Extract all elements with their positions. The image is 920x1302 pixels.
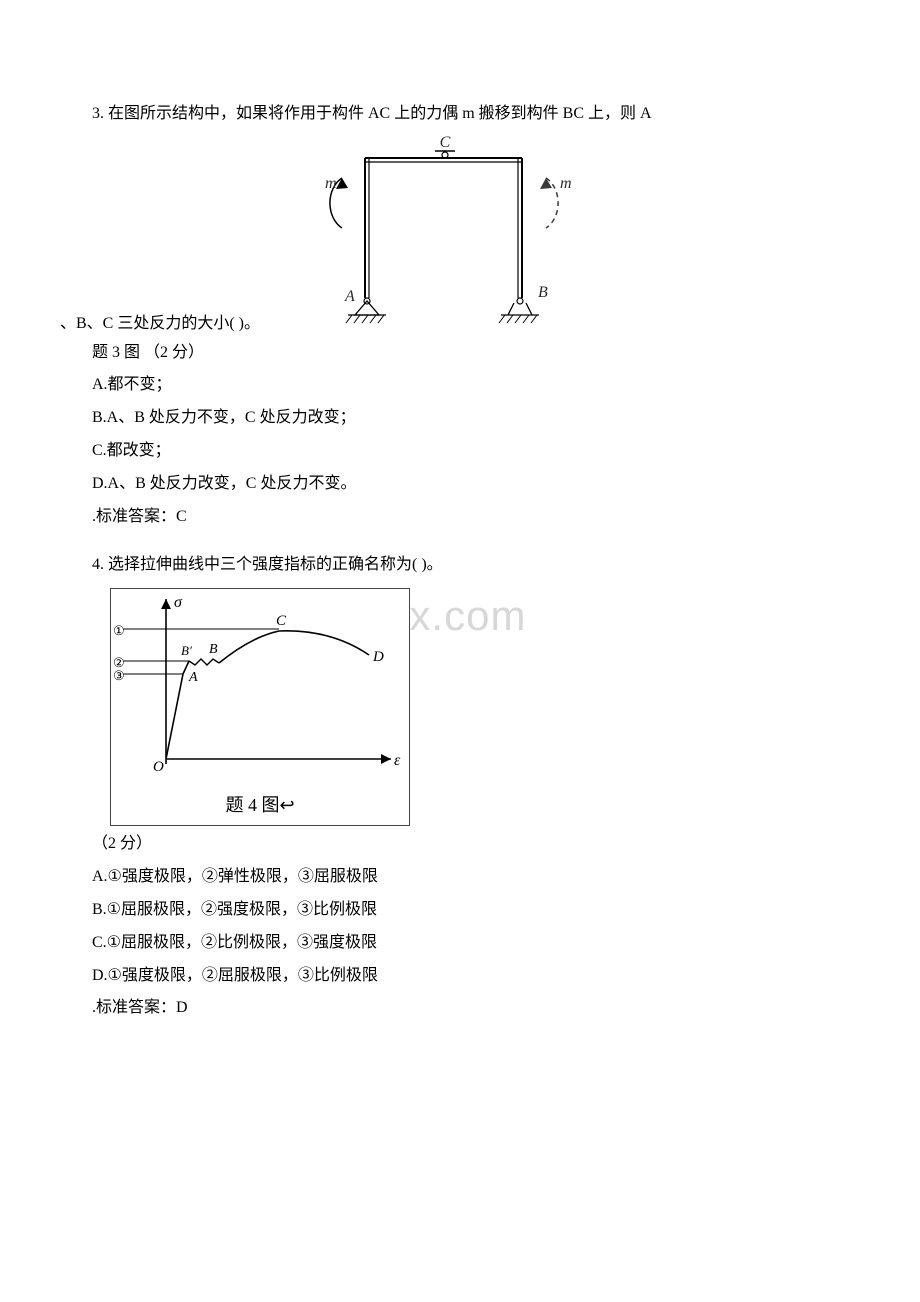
q4-block: 4. 选择拉伸曲线中三个强度指标的正确名称为( )。 www.bdocx.com… (60, 551, 860, 1023)
q4-figure-caption: 题 4 图↩ (111, 785, 409, 825)
D-label: D (372, 649, 384, 665)
q3-optC: C.都改变； (60, 437, 860, 466)
q4-caption-text: 题 4 图 (225, 795, 279, 815)
label-m-left: m (325, 175, 337, 192)
circ1: ① (113, 623, 125, 638)
A-label: A (188, 670, 198, 685)
circ3: ③ (113, 668, 125, 683)
return-symbol: ↩ (279, 795, 294, 815)
q4-optC: C.①屈服极限，②比例极限，③强度极限 (60, 929, 860, 958)
q3-caption: 题 3 图 （2 分） (60, 339, 860, 368)
q3-optB: B.A、B 处反力不变，C 处反力改变； (60, 404, 860, 433)
q4-points: （2 分） (60, 830, 860, 859)
q4-text: 4. 选择拉伸曲线中三个强度指标的正确名称为( )。 (60, 551, 860, 580)
label-m-right: m (560, 175, 572, 192)
B-label: B (209, 642, 218, 657)
q3-block: 3. 在图所示结构中，如果将作用于构件 AC 上的力偶 m 搬移到构件 BC 上… (60, 100, 860, 531)
q4-optB: B.①屈服极限，②强度极限，③比例极限 (60, 896, 860, 925)
q4-answer: .标准答案：D (60, 994, 860, 1023)
watermark-layer: www.bdocx.com σ ε O A (60, 588, 860, 826)
q4-optD: D.①强度极限，②屈服极限，③比例极限 (60, 962, 860, 991)
q3-figure: C m m A (270, 133, 590, 339)
q4-optA: A.①强度极限，②弹性极限，③屈服极限 (60, 863, 860, 892)
label-C: C (440, 134, 451, 151)
label-A: A (344, 288, 355, 305)
q3-optD: D.A、B 处反力改变，C 处反力不变。 (60, 470, 860, 499)
sigma-label: σ (174, 594, 183, 611)
epsilon-label: ε (394, 752, 401, 769)
Bp-label: B′ (181, 643, 192, 658)
O-label: O (153, 759, 164, 774)
q3-optA: A.都不变； (60, 371, 860, 400)
q3-text-part2: 、B、C 三处反力的大小( )。 (60, 310, 260, 339)
q3-text-part1: 3. 在图所示结构中，如果将作用于构件 AC 上的力偶 m 搬移到构件 BC 上… (60, 100, 860, 129)
q3-figure-row: 、B、C 三处反力的大小( )。 C m (60, 133, 860, 339)
q3-answer: .标准答案：C (60, 503, 860, 532)
label-B: B (538, 284, 548, 301)
q4-figure: σ ε O A B′ B C (110, 588, 410, 826)
C-label: C (276, 613, 287, 629)
